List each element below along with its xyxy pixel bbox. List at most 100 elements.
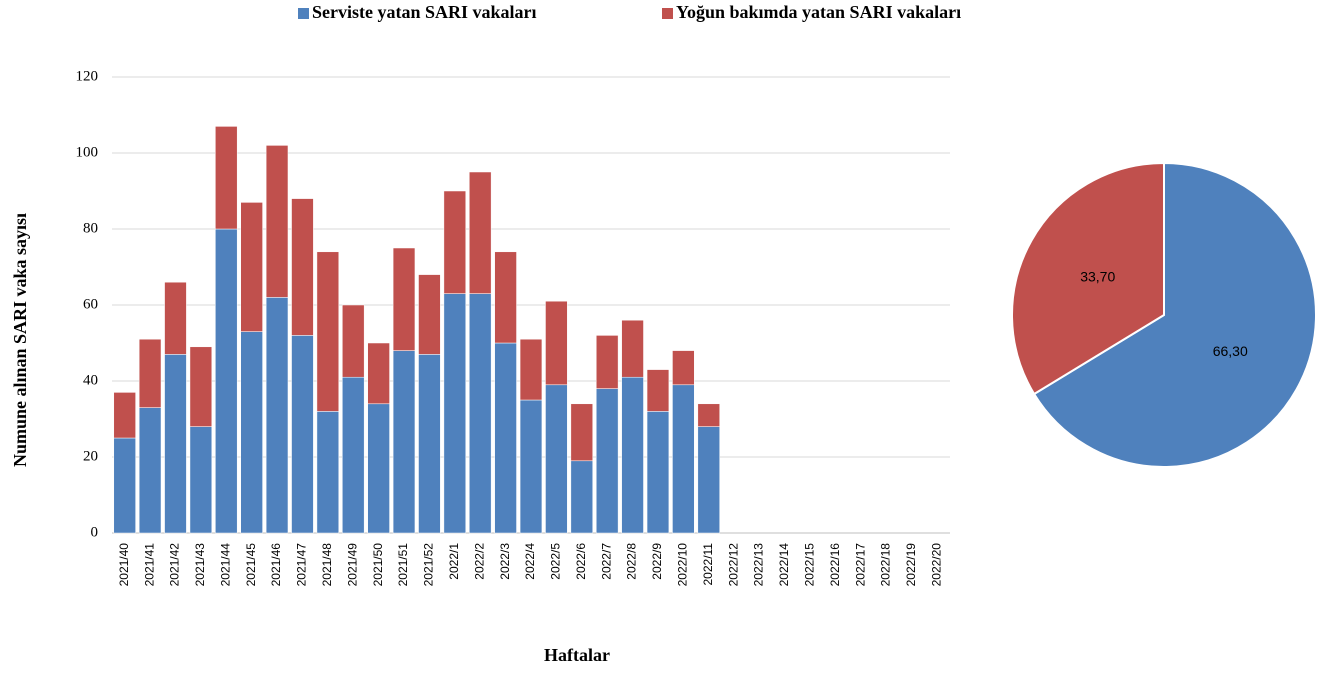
bar-segment	[443, 190, 466, 294]
bar-segment	[265, 145, 289, 298]
y-tick-label: 100	[76, 144, 99, 160]
bar-segment	[621, 319, 644, 378]
bar-segment	[265, 297, 289, 534]
bar-segment	[545, 300, 568, 386]
x-tick-label: 2021/44	[218, 543, 232, 587]
x-tick-label: 2022/17	[853, 543, 867, 587]
x-axis-title: Haftalar	[544, 645, 610, 665]
y-tick-label: 0	[91, 524, 99, 540]
pie-slice	[1011, 161, 1165, 396]
bar-segment	[392, 247, 416, 351]
x-tick-label: 2022/12	[726, 543, 740, 587]
x-tick-label: 2022/15	[803, 543, 817, 587]
x-tick-label: 2021/48	[320, 543, 334, 587]
bar-segment	[469, 293, 492, 534]
legend-swatch	[298, 8, 309, 19]
bar-segment	[418, 274, 441, 355]
bar-segment	[596, 335, 619, 389]
bar-segment	[342, 304, 365, 378]
x-tick-label: 2022/14	[777, 543, 791, 587]
bar-segment	[164, 281, 187, 355]
bar-segment	[494, 251, 517, 344]
x-tick-label: 2022/20	[929, 543, 943, 587]
x-tick-label: 2021/47	[295, 543, 309, 587]
x-tick-label: 2021/46	[269, 543, 283, 587]
bar-segment	[418, 354, 441, 534]
bar-segment	[545, 384, 568, 534]
bar-segment	[189, 426, 213, 534]
bar-segment	[215, 126, 238, 230]
x-tick-label: 2021/51	[396, 543, 410, 587]
bar-segment	[646, 369, 670, 412]
bar-segment	[367, 403, 390, 534]
bar-segment	[646, 411, 670, 534]
x-tick-label: 2022/3	[498, 543, 512, 580]
bar-segment	[316, 411, 340, 534]
x-tick-label: 2022/10	[676, 543, 690, 587]
bar-segment	[316, 251, 340, 412]
bar-segment	[621, 376, 644, 534]
y-tick-label: 40	[83, 372, 98, 388]
bar-segment	[697, 426, 720, 534]
x-tick-label: 2022/4	[523, 543, 537, 580]
legend-swatch	[662, 8, 673, 19]
y-tick-label: 80	[83, 220, 98, 236]
bar-segment	[113, 437, 136, 534]
bar-segment	[342, 376, 365, 534]
bar-segment	[138, 338, 162, 408]
x-tick-label: 2022/16	[828, 543, 842, 587]
x-tick-label: 2021/41	[142, 543, 156, 587]
bar-segment	[138, 407, 162, 534]
legend-label: Yoğun bakımda yatan SARI vakaları	[676, 2, 961, 22]
bar-segment	[570, 403, 593, 462]
pie-label: 66,30	[1213, 343, 1248, 359]
x-tick-label: 2022/7	[599, 543, 613, 580]
bar-segment	[164, 354, 187, 534]
bar-segment	[697, 403, 720, 427]
x-tick-label: 2021/42	[168, 543, 182, 587]
bar-segment	[113, 392, 136, 439]
bar-segment	[291, 198, 314, 336]
y-tick-label: 20	[83, 448, 98, 464]
bar-segment	[672, 384, 695, 534]
bar-segment	[240, 331, 263, 534]
x-tick-label: 2022/18	[879, 543, 893, 587]
x-tick-label: 2022/9	[650, 543, 664, 580]
x-tick-label: 2021/52	[422, 543, 436, 587]
x-tick-label: 2022/1	[447, 543, 461, 580]
bar-segment	[519, 338, 543, 401]
x-tick-label: 2022/11	[701, 543, 715, 586]
pie-slice	[1032, 161, 1317, 468]
pie-label: 33,70	[1080, 268, 1115, 284]
bar-segment	[570, 460, 593, 534]
x-tick-label: 2021/45	[244, 543, 258, 587]
bar-segment	[596, 388, 619, 534]
x-tick-label: 2022/5	[549, 543, 563, 580]
x-tick-label: 2021/50	[371, 543, 385, 587]
y-tick-label: 120	[76, 68, 99, 84]
bar-segment	[494, 342, 517, 534]
y-axis-title: Numune alınan SARI vaka sayısı	[10, 213, 30, 467]
x-tick-label: 2022/13	[752, 543, 766, 587]
bar-segment	[672, 350, 695, 386]
y-tick-label: 60	[83, 296, 98, 312]
bar-segment	[215, 228, 238, 534]
bar-segment	[469, 171, 492, 294]
legend-label: Serviste yatan SARI vakaları	[312, 2, 537, 22]
x-tick-label: 2021/43	[193, 543, 207, 587]
bar-segment	[443, 293, 466, 534]
x-tick-label: 2021/49	[345, 543, 359, 587]
bar-segment	[189, 346, 213, 427]
x-tick-label: 2022/6	[574, 543, 588, 580]
x-tick-label: 2021/40	[117, 543, 131, 587]
bar-segment	[367, 342, 390, 405]
bar-segment	[240, 202, 263, 332]
bar-segment	[291, 335, 314, 534]
bar-segment	[519, 399, 543, 534]
x-tick-label: 2022/2	[472, 543, 486, 580]
x-tick-label: 2022/8	[625, 543, 639, 580]
bar-segment	[392, 350, 416, 534]
x-tick-label: 2022/19	[904, 543, 918, 587]
